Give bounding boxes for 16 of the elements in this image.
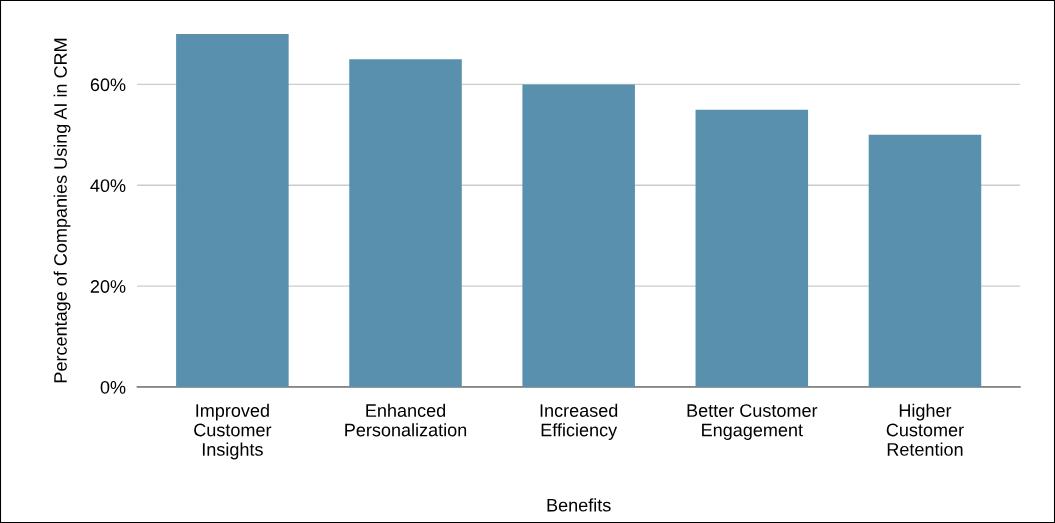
- y-axis-title: Percentage of Companies Using AI in CRM: [53, 38, 71, 383]
- x-tick-label: Better Customer Engagement: [687, 404, 818, 440]
- x-tick-label: Enhanced Personalization: [345, 403, 467, 437]
- x-axis-title: Benefits: [547, 498, 611, 512]
- y-tick-label: 40%: [90, 179, 126, 193]
- x-tick-label: Higher Customer Retention: [886, 403, 964, 456]
- bar: [868, 134, 982, 388]
- bar: [695, 109, 809, 388]
- bar: [176, 34, 289, 388]
- x-tick-label: Improved Customer Insights: [194, 403, 272, 460]
- x-tick-label: Increased Efficiency: [540, 403, 618, 440]
- y-tick-label: 0%: [100, 380, 126, 394]
- y-tick-label: 20%: [90, 280, 126, 293]
- bar: [349, 59, 462, 388]
- y-tick-label: 60%: [90, 78, 126, 92]
- bar: [522, 84, 635, 388]
